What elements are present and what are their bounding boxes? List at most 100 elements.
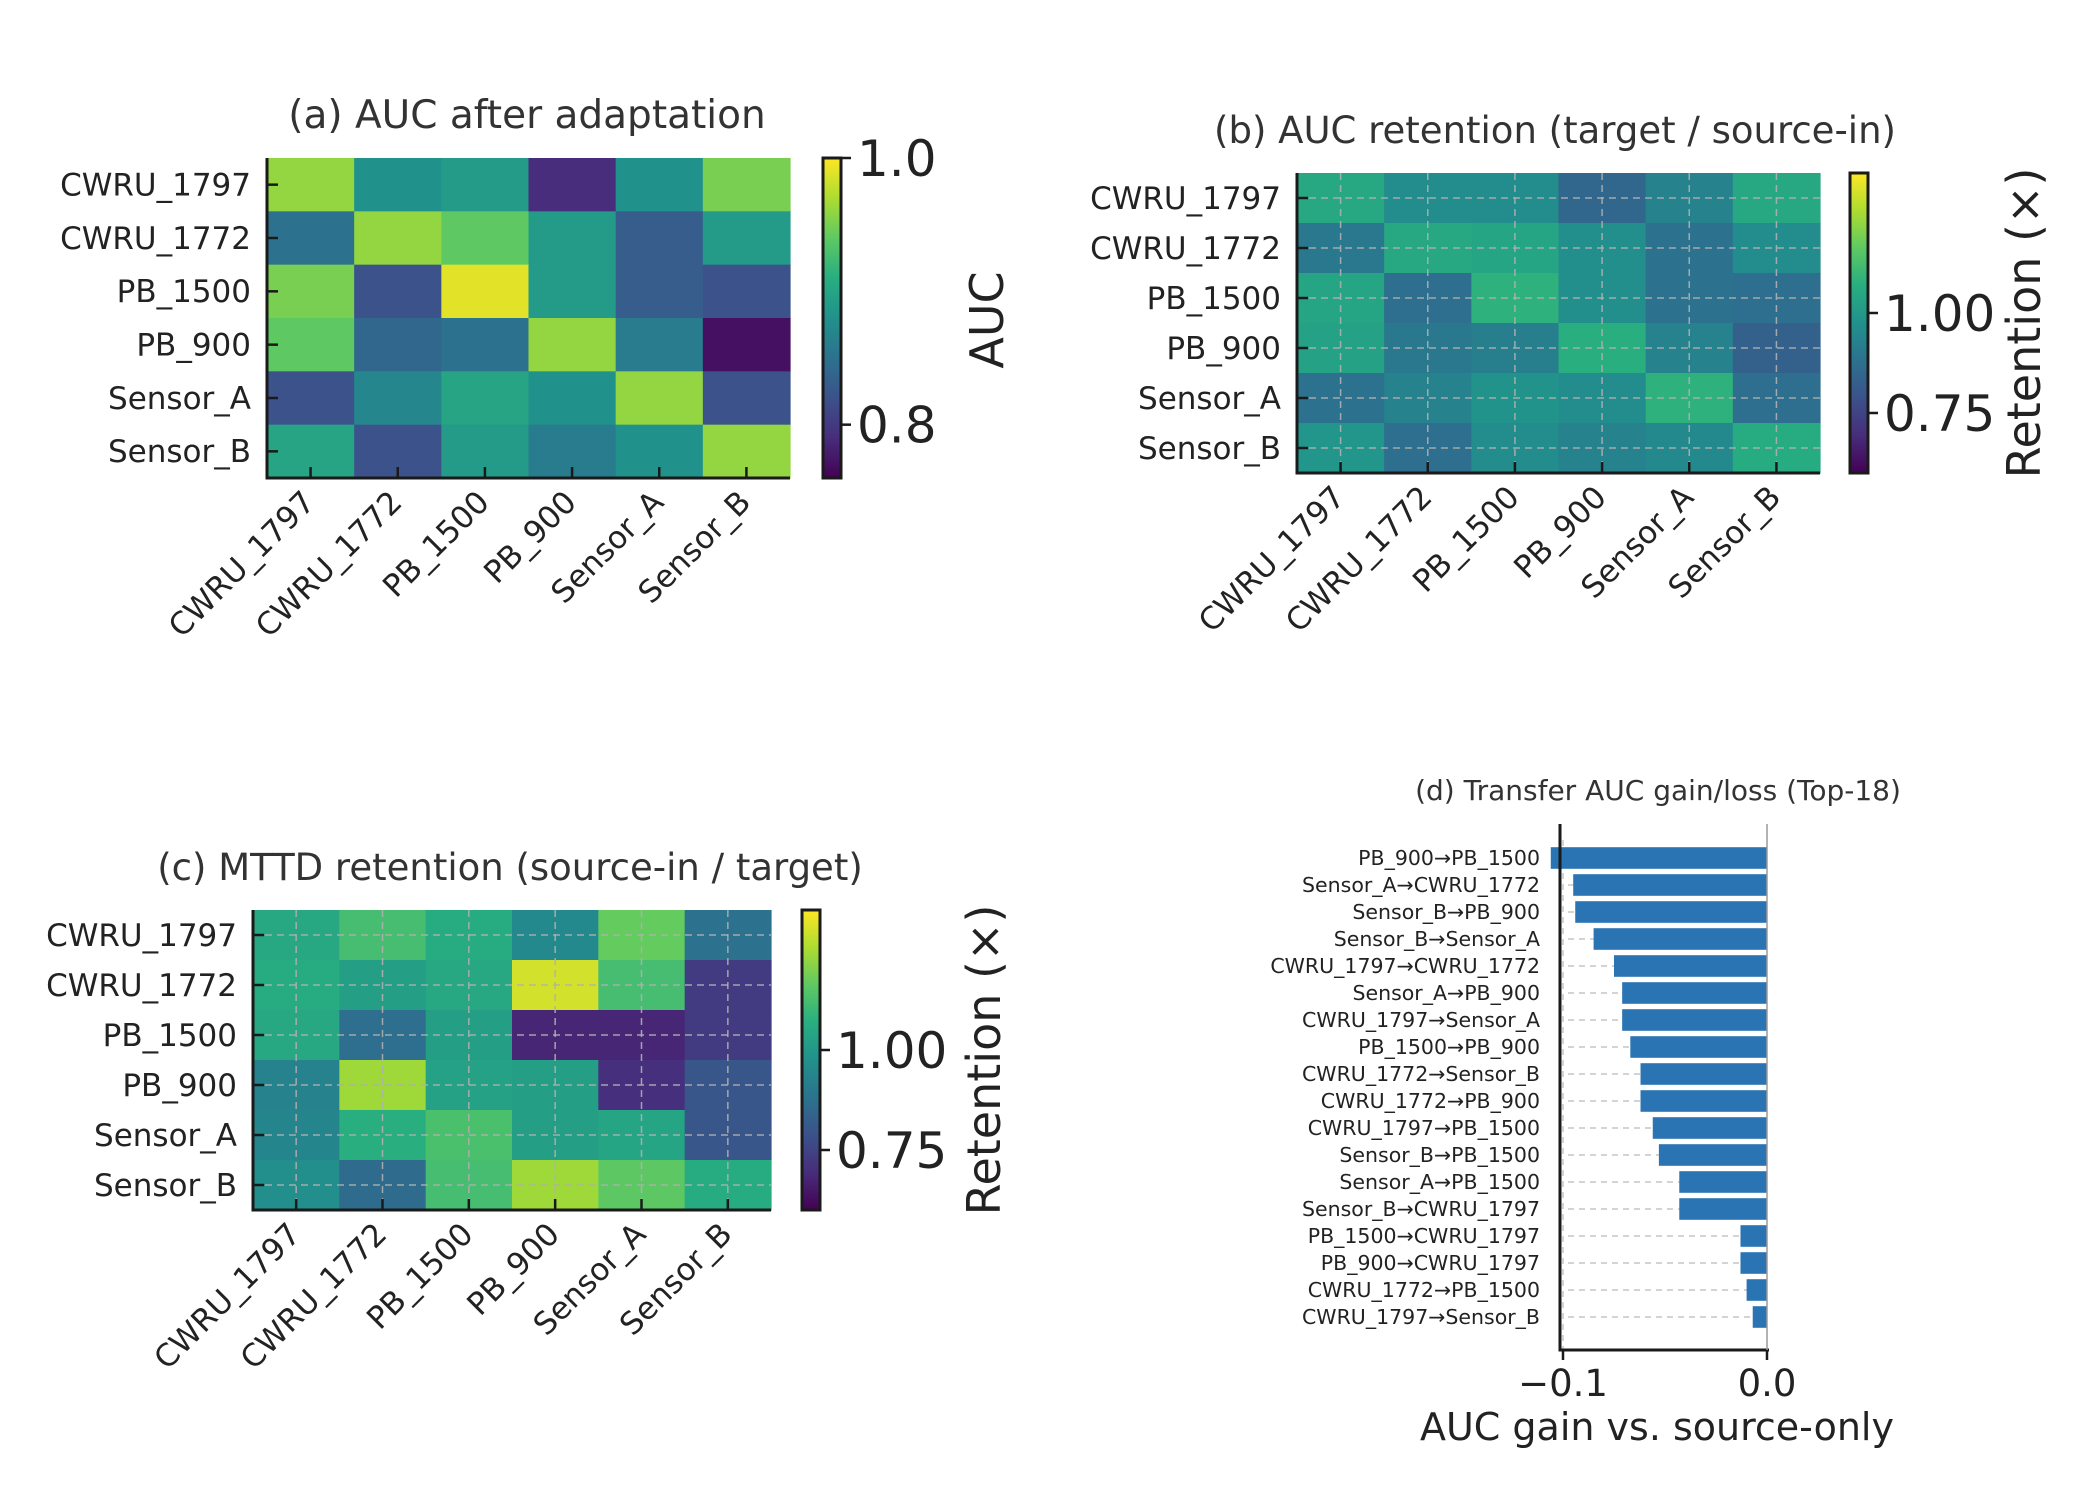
y-tick-label: Sensor_B [1138, 431, 1281, 467]
panel-b-row-labels: CWRU_1797 CWRU_1772 PB_1500 PB_900 Sensor_A S… [1090, 181, 1308, 467]
heatmap-cell [615, 211, 704, 266]
bar [1746, 1279, 1767, 1301]
bar [1640, 1063, 1767, 1085]
y-tick-label: CWRU_1797 [46, 918, 237, 954]
y-tick-label: CWRU_1797→PB_1500 [1308, 1116, 1540, 1141]
heatmap-cell [354, 318, 442, 372]
y-tick-label: Sensor_A→CWRU_1772 [1302, 873, 1540, 898]
y-tick-label: Sensor_A [108, 381, 251, 417]
panel-c-title: (c) MTTD retention (source-in / target) [157, 846, 863, 889]
bar [1622, 982, 1767, 1004]
panel-d-xlabel: AUC gain vs. source-only [1420, 1405, 1894, 1449]
bar [1573, 874, 1767, 896]
panel-a-cells [265, 158, 791, 480]
y-tick-label: CWRU_1797→Sensor_A [1302, 1008, 1540, 1033]
heatmap-cell [354, 371, 442, 426]
y-tick-label: CWRU_1772→PB_900 [1321, 1089, 1540, 1114]
y-tick-label: CWRU_1772 [60, 221, 251, 257]
bar [1740, 1225, 1767, 1247]
panel-b-colorbar-label: Retention (×) [1997, 168, 2051, 479]
y-tick-label: PB_1500→PB_900 [1358, 1035, 1540, 1060]
panel-b-title: (b) AUC retention (target / source-in) [1214, 109, 1896, 152]
y-tick-label: Sensor_B→CWRU_1797 [1302, 1197, 1540, 1222]
panel-c-cells [251, 910, 772, 1212]
bar [1652, 1117, 1767, 1139]
heatmap-cell [528, 371, 617, 426]
panel-c-colorbar: 0.75 1.00 [800, 908, 947, 1212]
heatmap-cell [441, 371, 530, 426]
heatmap-cell [441, 318, 530, 372]
panel-a: (a) AUC after adaptation CWRU_1797 CWRU_1… [60, 93, 1014, 645]
heatmap-cell [267, 318, 355, 372]
bar [1658, 1144, 1767, 1166]
heatmap-cell [441, 264, 530, 319]
panel-d-title: (d) Transfer AUC gain/loss (Top-18) [1415, 774, 1901, 807]
panel-d: (d) Transfer AUC gain/loss (Top-18) PB_9… [1270, 774, 1901, 1449]
heatmap-cell [267, 371, 355, 426]
heatmap-cell [354, 264, 442, 319]
y-tick-label: CWRU_1797→Sensor_B [1302, 1305, 1540, 1330]
heatmap-cell [528, 211, 617, 266]
panel-a-col-labels: CWRU_1797CWRU_1772PB_1500PB_900Sensor_AS… [162, 467, 758, 645]
heatmap-cell [702, 264, 791, 319]
heatmap-cell [354, 211, 442, 266]
y-tick-label: Sensor_B→PB_900 [1352, 900, 1540, 925]
panel-c: (c) MTTD retention (source-in / target) … [46, 846, 1011, 1377]
y-tick-label: Sensor_B→PB_1500 [1339, 1143, 1540, 1168]
heatmap-cell [702, 371, 791, 426]
x-tick-label: 0.0 [1738, 1362, 1797, 1405]
bar [1593, 928, 1767, 950]
bar [1752, 1306, 1767, 1328]
bar [1622, 1009, 1767, 1031]
bar [1640, 1090, 1767, 1112]
colorbar-tick-label: 0.75 [836, 1122, 947, 1180]
heatmap-cell [528, 318, 617, 372]
panel-c-col-labels: CWRU_1797CWRU_1772PB_1500PB_900Sensor_AS… [147, 1199, 739, 1377]
panel-d-axes: −0.1 0.0 [1518, 824, 1796, 1405]
colorbar-tick-label: 0.8 [857, 397, 937, 455]
heatmap-cell [441, 158, 530, 212]
y-tick-label: Sensor_B [94, 1168, 237, 1204]
colorbar-tick-label: 1.0 [857, 130, 937, 188]
panel-c-row-labels: CWRU_1797 CWRU_1772 PB_1500 PB_900 Sensor_A S… [46, 918, 264, 1204]
heatmap-cell [267, 264, 355, 319]
y-tick-label: Sensor_A→PB_1500 [1339, 1170, 1540, 1195]
x-tick-label: CWRU_1797 [147, 1216, 307, 1376]
heatmap-cell [441, 211, 530, 266]
y-tick-label: CWRU_1772 [46, 968, 237, 1004]
heatmap-cell [267, 211, 355, 266]
heatmap-cell [615, 318, 704, 372]
y-tick-label: PB_900 [136, 328, 251, 364]
panel-a-title: (a) AUC after adaptation [288, 93, 765, 138]
y-tick-label: PB_900 [122, 1068, 237, 1104]
y-tick-label: CWRU_1772→PB_1500 [1308, 1278, 1540, 1303]
y-tick-label: PB_1500→CWRU_1797 [1308, 1224, 1540, 1249]
heatmap-cell [702, 158, 791, 212]
heatmap-cell [267, 158, 355, 212]
colorbar-gradient [1848, 171, 1870, 475]
panel-c-colorbar-label: Retention (×) [957, 905, 1011, 1216]
colorbar-tick-label: 1.00 [1884, 285, 1995, 343]
y-tick-label: Sensor_A→PB_900 [1352, 981, 1540, 1006]
y-tick-label: Sensor_B→Sensor_A [1334, 927, 1540, 952]
bar [1679, 1198, 1767, 1220]
y-tick-label: CWRU_1772→Sensor_B [1302, 1062, 1540, 1087]
heatmap-cell [528, 264, 617, 319]
heatmap-cell [615, 264, 704, 319]
bar [1679, 1171, 1767, 1193]
bar [1575, 901, 1767, 923]
y-tick-label: PB_1500 [103, 1018, 237, 1054]
y-tick-label: Sensor_B [108, 434, 251, 470]
y-tick-label: Sensor_A [1138, 381, 1281, 417]
y-tick-label: CWRU_1797→CWRU_1772 [1270, 954, 1540, 979]
panel-b-colorbar: 0.75 1.00 [1848, 171, 1995, 475]
colorbar-tick-label: 1.00 [836, 1022, 947, 1080]
panel-b-cells [1295, 173, 1821, 475]
panel-b-col-labels: CWRU_1797CWRU_1772PB_1500PB_900Sensor_AS… [1192, 462, 1788, 640]
heatmap-cell [528, 158, 617, 212]
heatmap-cell [615, 158, 704, 212]
y-tick-label: Sensor_A [94, 1118, 237, 1154]
y-tick-label: CWRU_1797 [60, 168, 251, 204]
panel-a-colorbar-label: AUC [960, 271, 1014, 368]
